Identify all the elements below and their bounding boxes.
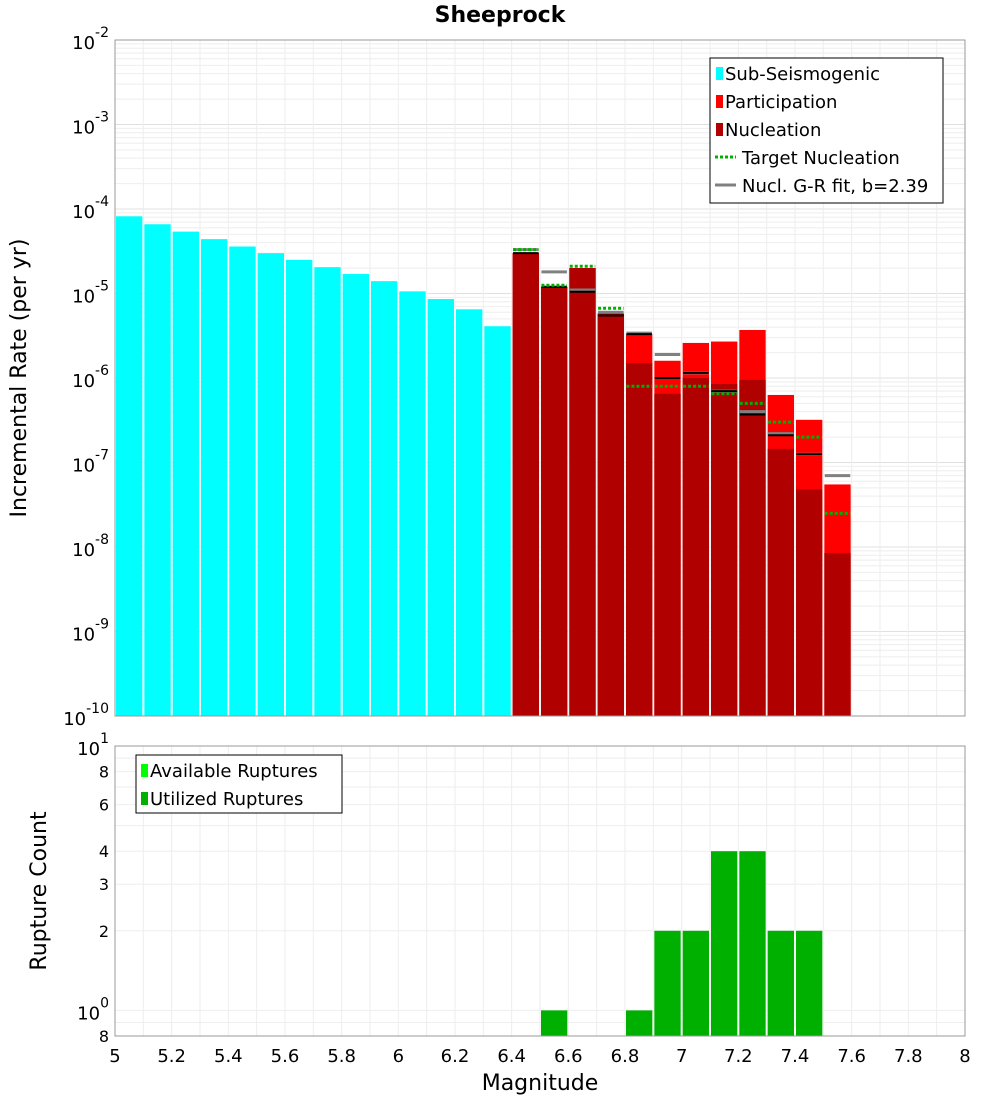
nucleation-bar: [512, 253, 539, 716]
sub-seismogenic-bar: [371, 281, 398, 716]
x-tick-label: 5.4: [214, 1046, 243, 1067]
utilized-ruptures-swatch: [141, 792, 148, 805]
utilized-ruptures-bar: [796, 930, 823, 1036]
available-ruptures-legend-label: Available Ruptures: [150, 761, 318, 782]
participation-swatch: [716, 95, 723, 108]
x-tick-label: 6.6: [554, 1046, 583, 1067]
top-legend: Sub-Seismogenic Participation Nucleation Ta…: [709, 57, 944, 204]
chart-title: Sheeprock: [435, 3, 567, 28]
sub-seismogenic-bar: [342, 274, 369, 716]
target-nucleation-legend-label: Target Nucleation: [741, 148, 900, 169]
sub-seismogenic-bar: [286, 259, 313, 716]
sub-seismogenic-swatch: [716, 67, 723, 80]
sub-seismogenic-legend-label: Sub-Seismogenic: [725, 64, 880, 85]
top-bars: [116, 216, 851, 717]
bottom-y-tick-label: 8: [99, 763, 109, 782]
nucleation-bar: [654, 393, 681, 716]
sub-seismogenic-bar: [201, 239, 228, 717]
x-tick-label: 5.8: [327, 1046, 356, 1067]
top-y-tick-label: 10-3: [72, 110, 109, 139]
bottom-bars: [541, 851, 823, 1036]
sub-seismogenic-bar: [314, 267, 341, 716]
nucl-g-r-fit-b-2-39-legend-label: Nucl. G-R fit, b=2.39: [742, 176, 928, 197]
top-y-tick-label: 10-4: [72, 194, 109, 223]
nucleation-swatch: [716, 123, 723, 136]
nucleation-bar: [682, 378, 709, 716]
utilized-ruptures-bar: [711, 851, 738, 1036]
x-tick-label: 5: [109, 1046, 120, 1067]
nucleation-bar: [711, 383, 738, 716]
top-y-tick-label: 10-6: [72, 363, 109, 392]
nucleation-bar: [597, 313, 624, 716]
bottom-y-tick-labels: 101 8 6 4 3 2 100 8: [77, 731, 109, 1046]
bottom-panel: 101 8 6 4 3 2 100 8 5 5.2 5.4 5.6 5.8 6 6.2 6.4 6.6 6.8 7…: [27, 731, 971, 1096]
top-y-tick-label: 10-8: [72, 532, 109, 561]
sub-seismogenic-bar: [456, 309, 483, 716]
x-tick-label: 8: [959, 1046, 970, 1067]
top-y-tick-label: 10-9: [72, 617, 109, 646]
x-axis-title: Magnitude: [482, 1071, 599, 1096]
utilized-ruptures-bar: [682, 930, 709, 1036]
x-tick-label: 5.2: [157, 1046, 186, 1067]
sub-seismogenic-bar: [172, 231, 199, 716]
utilized-ruptures-bar: [767, 930, 794, 1036]
utilized-ruptures-bar: [654, 930, 681, 1036]
top-y-tick-label: 10-7: [72, 448, 109, 477]
x-tick-label: 7: [676, 1046, 687, 1067]
sub-seismogenic-bar: [399, 291, 426, 716]
sub-seismogenic-bar: [484, 326, 511, 716]
bottom-y-tick-label: 2: [99, 922, 109, 941]
top-legend-box: [709, 57, 944, 204]
bottom-y-axis-title: Rupture Count: [27, 811, 52, 971]
utilized-ruptures-legend-label: Utilized Ruptures: [150, 789, 303, 810]
nucleation-bar: [626, 363, 653, 716]
nucleation-bar: [541, 286, 568, 716]
available-ruptures-swatch: [141, 764, 148, 777]
top-y-tick-label: 10-5: [72, 279, 109, 308]
x-tick-label: 7.4: [781, 1046, 810, 1067]
participation-legend-label: Participation: [725, 92, 837, 113]
x-tick-label: 7.8: [894, 1046, 923, 1067]
bottom-legend: Available Ruptures Utilized Ruptures: [135, 754, 343, 814]
nucleation-bar: [739, 379, 766, 716]
top-y-tick-label: 10-10: [63, 701, 109, 730]
bottom-y-tick-label: 101: [77, 731, 109, 760]
sub-seismogenic-bar: [116, 216, 143, 717]
top-lines: [513, 248, 851, 515]
nucleation-bar: [767, 448, 794, 716]
nucleation-bar: [569, 268, 596, 716]
nucleation-bar: [824, 552, 851, 716]
utilized-ruptures-bar: [541, 1010, 568, 1036]
bottom-y-tick-label: 6: [99, 796, 109, 815]
bottom-legend-box: [135, 754, 343, 814]
x-tick-label: 7.6: [837, 1046, 866, 1067]
x-tick-label: 5.6: [271, 1046, 300, 1067]
x-tick-label: 6.8: [611, 1046, 640, 1067]
top-y-tick-label: 10-2: [72, 25, 109, 54]
x-tick-labels: 5 5.2 5.4 5.6 5.8 6 6.2 6.4 6.6 6.8 7 7.2 7.4 7.6 7.8 8: [109, 1046, 970, 1067]
top-y-axis-title: Incremental Rate (per yr): [7, 239, 32, 518]
sub-seismogenic-bar: [257, 253, 284, 716]
top-plot-frame: [114, 39, 966, 717]
sub-seismogenic-bar: [427, 299, 454, 716]
bottom-y-tick-label: 8: [99, 1027, 109, 1046]
bottom-plot-frame: [114, 745, 966, 1037]
x-tick-label: 6: [393, 1046, 404, 1067]
bottom-y-tick-label: 3: [99, 875, 109, 894]
nucleation-bar: [796, 489, 823, 716]
utilized-ruptures-bar: [739, 851, 766, 1036]
utilized-ruptures-bar: [626, 1010, 653, 1036]
bottom-y-tick-label: 4: [99, 842, 109, 861]
x-tick-label: 6.2: [441, 1046, 470, 1067]
x-tick-label: 7.2: [724, 1046, 753, 1067]
top-panel: 10-10 10-9 10-8 10-7 10-6 10-5 10-4 10-3 10-2 In…: [7, 25, 966, 730]
nucleation-legend-label: Nucleation: [725, 120, 821, 141]
sub-seismogenic-bar: [144, 224, 171, 716]
sub-seismogenic-bar: [229, 246, 256, 716]
top-y-tick-labels: 10-10 10-9 10-8 10-7 10-6 10-5 10-4 10-3 10-2: [63, 25, 109, 730]
bottom-y-tick-label: 100: [77, 995, 109, 1024]
x-tick-label: 6.4: [497, 1046, 526, 1067]
